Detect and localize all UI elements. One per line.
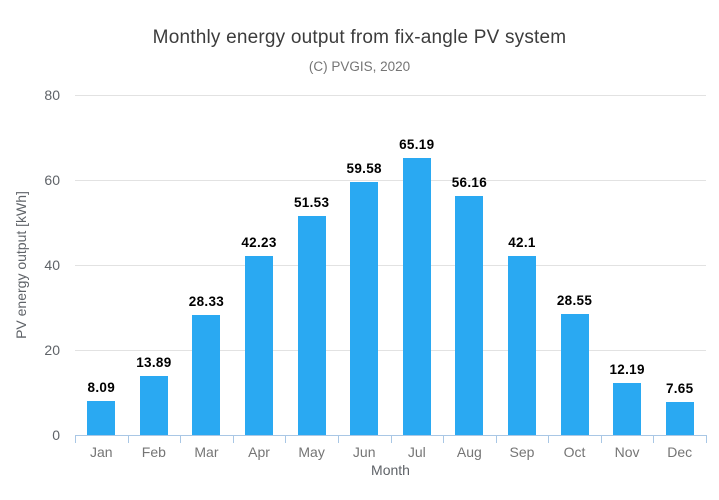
x-axis-tick (232, 435, 234, 443)
x-tick-label: Jun (352, 444, 376, 460)
bar (297, 215, 326, 435)
bar-value-label: 13.89 (136, 354, 172, 370)
bar (665, 402, 694, 435)
x-axis-tick (337, 435, 339, 443)
x-axis-tick (127, 435, 129, 443)
bar-value-label: 28.55 (556, 292, 593, 308)
bar-value-label: 8.09 (87, 379, 116, 395)
y-tick-label: 0 (52, 427, 60, 443)
x-axis-tick (600, 435, 602, 443)
y-tick-label: 40 (44, 257, 60, 273)
x-tick-label: Jan (90, 444, 113, 460)
gridline (75, 349, 706, 351)
bar (245, 255, 274, 435)
bar-value-label: 42.1 (508, 235, 536, 251)
bar (402, 157, 431, 435)
gridline (75, 264, 706, 266)
x-tick-label: May (298, 444, 325, 460)
x-axis-tick (390, 435, 392, 443)
bar-value-label: 28.33 (188, 293, 225, 309)
y-tick-label: 60 (44, 172, 60, 188)
x-tick-label: Feb (141, 444, 166, 460)
x-axis-title: Month (371, 462, 410, 478)
bar (507, 256, 536, 435)
bar-value-label: 42.23 (241, 234, 277, 250)
x-tick-label: Sep (509, 444, 535, 460)
gridline (75, 179, 706, 181)
x-axis-tick (653, 435, 655, 443)
bar (560, 313, 589, 435)
bar-value-label: 51.53 (293, 194, 330, 210)
bar (613, 383, 642, 435)
bar (350, 181, 379, 435)
chart-subtitle: (C) PVGIS, 2020 (308, 59, 411, 74)
x-axis-tick (285, 435, 287, 443)
chart-title: Monthly energy output from fix-angle PV … (152, 27, 567, 48)
bar-value-label: 7.65 (665, 381, 694, 397)
x-tick-label: Mar (194, 444, 219, 460)
x-tick-label: Nov (614, 444, 640, 460)
x-tick-label: Aug (456, 444, 482, 460)
gridline (75, 94, 706, 96)
x-axis-tick (180, 435, 182, 443)
x-axis-tick (548, 435, 550, 443)
x-axis-tick (706, 435, 707, 443)
bar (139, 375, 168, 435)
bar-value-label: 65.19 (399, 136, 435, 152)
bar-value-label: 56.16 (451, 175, 488, 191)
bar (455, 196, 484, 435)
x-axis-tick (443, 435, 445, 443)
x-axis-tick (495, 435, 497, 443)
x-tick-label: Apr (248, 444, 270, 460)
bar (192, 314, 221, 435)
bar-value-label: 59.58 (346, 160, 382, 176)
x-tick-label: Oct (563, 444, 586, 460)
x-tick-label: Jul (407, 444, 426, 460)
y-tick-label: 20 (44, 342, 60, 358)
y-tick-label: 80 (44, 87, 60, 103)
x-axis-tick (75, 435, 76, 443)
x-tick-label: Dec (667, 444, 693, 460)
bar (87, 400, 116, 435)
bar-value-label: 12.19 (609, 362, 645, 378)
